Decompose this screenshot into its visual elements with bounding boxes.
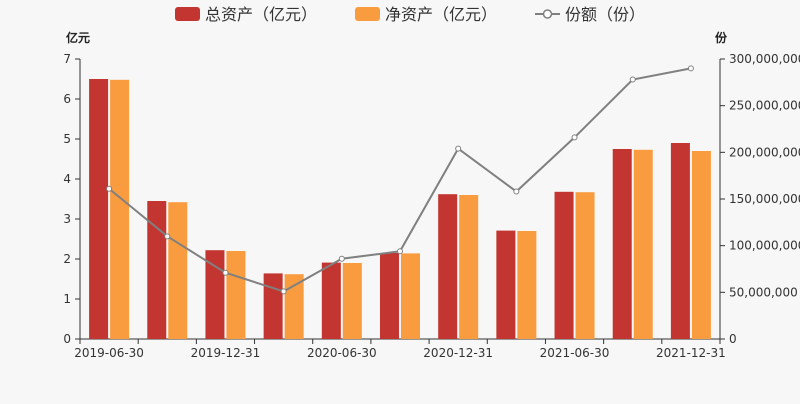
bar-total-assets <box>612 149 632 339</box>
y-left-tick-label: 7 <box>63 52 71 66</box>
bar-total-assets <box>321 262 341 339</box>
line-point-shares <box>629 76 636 83</box>
y-right-tick-label: 200,000,000 <box>729 145 800 159</box>
legend-swatch <box>175 7 200 21</box>
line-point-shares <box>455 145 462 152</box>
bar-total-assets <box>438 194 458 339</box>
legend-swatch-marker <box>542 9 553 19</box>
line-point-shares <box>338 255 345 262</box>
legend-swatch <box>355 7 380 21</box>
line-shares <box>108 67 692 293</box>
bar-net-assets <box>401 253 420 339</box>
bar-total-assets <box>380 253 399 339</box>
bar-net-assets <box>633 149 653 339</box>
y-left-tick-label: 4 <box>63 172 71 186</box>
bar-total-assets <box>496 230 516 339</box>
y-left-tick-label: 0 <box>63 332 71 346</box>
line-point-shares <box>397 248 403 255</box>
x-tick-label: 2020-12-31 <box>423 346 493 360</box>
y-right-tick-label: 300,000,000 <box>729 52 800 66</box>
bar-net-assets <box>110 79 130 340</box>
bar-net-assets <box>691 151 711 339</box>
bar-total-assets <box>89 79 109 339</box>
line-point-shares <box>513 188 520 195</box>
bar-total-assets <box>263 273 283 339</box>
y-right-tick-label: 250,000,000 <box>729 99 800 113</box>
line-point-shares <box>222 269 229 276</box>
bar-net-assets <box>284 274 304 339</box>
y-left-tick-label: 1 <box>63 292 71 306</box>
legend-label: 净资产（亿元） <box>385 5 497 24</box>
legend-label: 总资产（亿元） <box>205 5 317 24</box>
x-tick-label: 2020-06-30 <box>307 346 377 360</box>
bar-total-assets <box>205 250 225 339</box>
x-tick-label: 2019-12-31 <box>191 346 261 360</box>
line-point-shares <box>106 185 113 192</box>
line-point-shares <box>280 288 287 295</box>
line-point-shares <box>687 65 694 72</box>
bar-net-assets <box>342 263 362 339</box>
y-left-tick-label: 3 <box>63 212 71 226</box>
x-tick-label: 2021-06-30 <box>540 346 610 360</box>
bar-net-assets <box>517 231 537 339</box>
legend-label: 份额（份） <box>565 5 645 24</box>
bar-total-assets <box>147 201 167 339</box>
y-left-tick-label: 5 <box>63 132 71 146</box>
y-left-tick-label: 6 <box>63 92 71 106</box>
x-tick-label: 2019-06-30 <box>74 346 144 360</box>
x-tick-label: 2021-12-31 <box>656 346 726 360</box>
y-axis-left-title: 亿元 <box>66 30 90 45</box>
y-right-tick-label: 100,000,000 <box>729 239 800 253</box>
bar-net-assets <box>168 202 188 339</box>
bar-total-assets <box>670 143 690 339</box>
y-axis-right-title: 份 <box>715 30 728 45</box>
line-point-shares <box>571 134 578 141</box>
line-point-shares <box>164 233 171 240</box>
bar-net-assets <box>575 192 595 339</box>
bar-net-assets <box>459 195 479 339</box>
y-right-tick-label: 0 <box>729 332 737 346</box>
bar-net-assets <box>226 251 246 339</box>
y-right-tick-label: 150,000,000 <box>729 192 800 206</box>
bar-total-assets <box>554 191 574 339</box>
y-left-tick-label: 2 <box>63 252 71 266</box>
y-right-tick-label: 50,000,000 <box>729 285 798 299</box>
